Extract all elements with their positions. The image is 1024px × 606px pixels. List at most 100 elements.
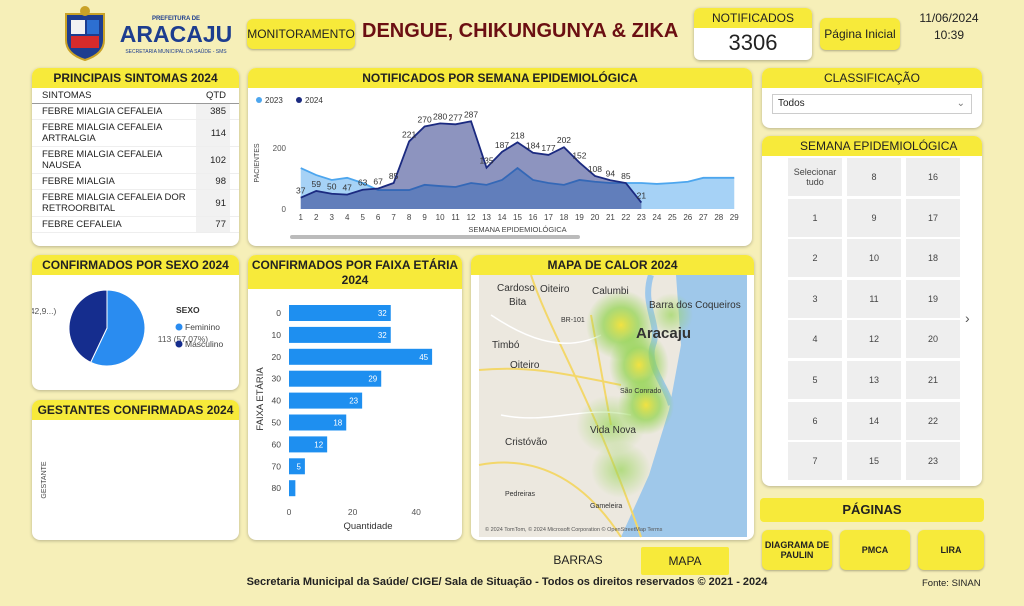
data-label: 45: [419, 353, 428, 362]
map-attribution: © 2024 TomTom, © 2024 Microsoft Corporat…: [485, 526, 663, 533]
place-label: Barra dos Coqueiros: [649, 300, 741, 311]
qty-cell: 77: [196, 217, 230, 232]
slicer-tile[interactable]: 22: [906, 401, 960, 440]
bar[interactable]: [289, 414, 347, 431]
page-button[interactable]: PMCA: [840, 530, 910, 570]
slicer-tile[interactable]: 23: [906, 442, 960, 481]
qty-cell: 102: [196, 147, 230, 173]
slicer-tile[interactable]: 3: [788, 279, 842, 318]
symptom-cell: FEBRE MIALGIA CEFALEIA: [42, 106, 163, 117]
place-label: Bita: [509, 297, 527, 308]
slicer-tile[interactable]: 11: [847, 279, 901, 318]
logo: PREFEITURA DE ARACAJU SECRETARIA MUNICIP…: [65, 6, 232, 62]
x-tick-label: 12: [467, 213, 476, 222]
slicer-tile[interactable]: 5: [788, 361, 842, 399]
qty-cell: 91: [196, 190, 230, 216]
symptom-cell: FEBRE MIALGIA: [42, 176, 115, 187]
kpi-value: 3306: [728, 30, 778, 55]
page-button[interactable]: LIRA: [918, 530, 984, 570]
legend-marker: [296, 97, 302, 103]
data-label: 23: [349, 397, 358, 406]
x-tick-label: 6: [376, 213, 381, 222]
x-tick-label: 1: [299, 213, 304, 222]
data-label: 85: [389, 171, 399, 181]
y-axis-label: FAIXA ETÁRIA: [255, 367, 266, 431]
x-tick-label: 5: [360, 213, 365, 222]
slicer-tile[interactable]: 18: [906, 239, 960, 278]
data-label: 152: [572, 151, 586, 161]
pie-slice[interactable]: [90, 289, 146, 367]
slicer-tile[interactable]: 9: [847, 198, 901, 237]
x-tick-label: 25: [668, 213, 677, 222]
kpi-label: NOTIFICADOS: [694, 8, 812, 28]
slicer-tile[interactable]: 14: [847, 401, 901, 440]
table-row: FEBRE MIALGIA CEFALEIA 385: [32, 104, 239, 120]
nav-button[interactable]: MONITORAMENTO: [247, 19, 355, 49]
dropdown[interactable]: Todos ⌄: [772, 94, 972, 114]
bar[interactable]: [289, 436, 328, 453]
map-road: [478, 275, 642, 538]
x-tick-label: 20: [590, 213, 599, 222]
dropdown-value: Todos: [778, 98, 805, 109]
y-tick-label: 20: [272, 352, 282, 362]
y-tick-label: 0: [282, 205, 287, 214]
symptom-cell: FEBRE MIALGIA CEFALEIA ARTRALGIA: [42, 122, 162, 144]
page-button[interactable]: DIAGRAMA DE PAULIN: [762, 530, 832, 570]
card-title: SEMANA EPIDEMIOLÓGICA: [762, 136, 982, 156]
toggle-button[interactable]: BARRAS: [553, 553, 603, 567]
place-label: BR-101: [561, 317, 585, 324]
slicer-tile[interactable]: 7: [788, 442, 842, 481]
pie-slice[interactable]: [68, 289, 108, 363]
slicer-tile[interactable]: 8: [847, 158, 901, 196]
slicer-tile[interactable]: Selecionar tudo: [788, 158, 842, 196]
place-label: Calumbi: [592, 286, 629, 297]
home-button[interactable]: Página Inicial: [820, 18, 900, 50]
slicer-tile[interactable]: 2: [788, 239, 842, 278]
x-tick-label: 2: [314, 213, 319, 222]
slicer-tile[interactable]: 1: [788, 198, 842, 237]
y-tick-label: 50: [272, 418, 282, 428]
column-header[interactable]: QTD: [205, 90, 226, 101]
heat-map[interactable]: Cardoso Oiteiro Calumbi Bita Barra dos Coque…: [471, 275, 754, 540]
x-tick-label: 7: [391, 213, 396, 222]
page-title: DENGUE, CHIKUNGUNYA & ZIKA: [362, 20, 679, 42]
bar[interactable]: [289, 370, 382, 387]
kpi-card: NOTIFICADOS 3306: [694, 8, 812, 60]
slicer-tile[interactable]: 12: [847, 320, 901, 359]
card-title: NOTIFICADOS POR SEMANA EPIDEMIOLÓGICA: [248, 68, 752, 88]
map-card: MAPA DE CALOR 2024 Cardoso Oiteiro Calumbi…: [471, 255, 754, 540]
bar[interactable]: [289, 305, 391, 321]
card-title: PRINCIPAIS SINTOMAS 2024: [32, 68, 239, 88]
slicer-tile[interactable]: 21: [906, 361, 960, 399]
bar[interactable]: [289, 326, 391, 343]
slicer-tile[interactable]: 4: [788, 320, 842, 359]
logo-part: [87, 20, 99, 34]
toggle-button[interactable]: MAPA: [641, 547, 729, 575]
bar[interactable]: [289, 458, 305, 475]
data-label: 18: [333, 419, 342, 428]
bar[interactable]: [289, 348, 433, 365]
slicer-tile[interactable]: 15: [847, 442, 901, 481]
age-card: CONFIRMADOS POR FAIXA ETÁRIA 2024 0 32 10 3…: [248, 255, 462, 540]
bar[interactable]: [289, 480, 296, 497]
slicer-tile[interactable]: 17: [906, 198, 960, 237]
scrollbar[interactable]: [290, 235, 580, 239]
slicer-tile[interactable]: 13: [847, 361, 901, 399]
scroll-arrow[interactable]: ›: [965, 310, 970, 326]
x-tick-label: 11: [451, 213, 460, 222]
classification-card: CLASSIFICAÇÃO Todos ⌄: [762, 68, 982, 128]
table-row: FEBRE MIALGIA CEFALEIA NAUSEA 102: [32, 147, 239, 174]
slicer-tile[interactable]: 6: [788, 401, 842, 440]
slicer-tile[interactable]: 10: [847, 239, 901, 278]
symptom-cell: FEBRE MIALGIA CEFALEIA NAUSEA: [42, 149, 162, 171]
data-label: 63: [358, 178, 368, 188]
slicer-tile[interactable]: 19: [906, 279, 960, 318]
data-label: 50: [327, 182, 337, 192]
place-label: Oiteiro: [510, 360, 540, 371]
slicer-tile[interactable]: 20: [906, 320, 960, 359]
bar-chart: GESTANTE: [41, 461, 48, 499]
slicer-tile[interactable]: 16: [906, 158, 960, 196]
bar[interactable]: [289, 392, 363, 409]
